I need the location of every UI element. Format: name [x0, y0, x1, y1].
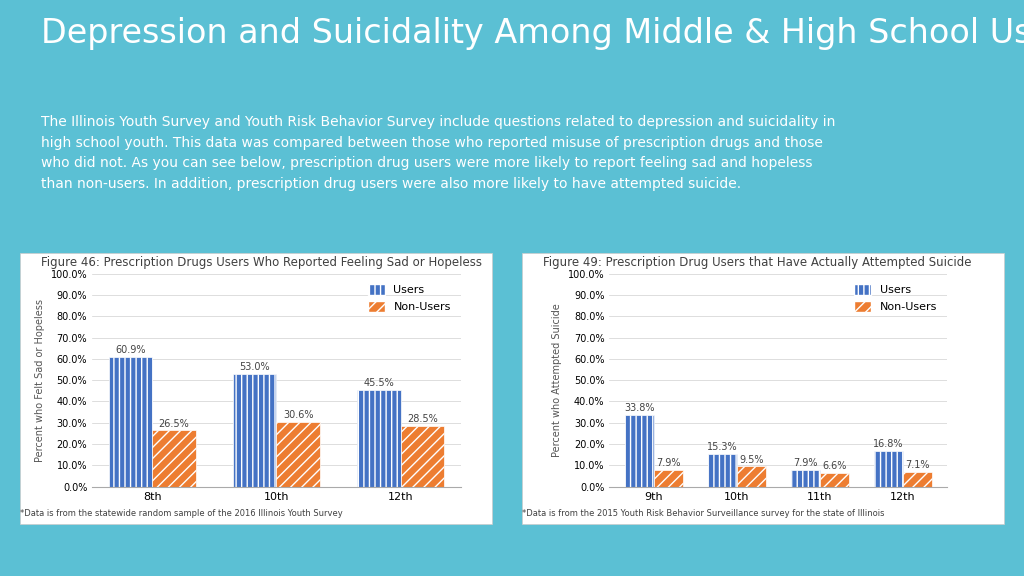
Bar	[400, 426, 444, 487]
Bar	[736, 467, 766, 487]
Bar	[903, 472, 932, 487]
Text: 26.5%: 26.5%	[159, 419, 189, 429]
Legend: Users, Non-Users: Users, Non-Users	[364, 279, 456, 316]
Text: The Illinois Youth Survey and Youth Risk Behavior Survey include questions relat: The Illinois Youth Survey and Youth Risk…	[41, 115, 836, 191]
Text: 6.6%: 6.6%	[822, 461, 847, 471]
Bar	[276, 422, 319, 487]
Text: Figure 49: Prescription Drug Users that Have Actually Attempted Suicide: Figure 49: Prescription Drug Users that …	[543, 256, 971, 270]
Y-axis label: Percent who Attempted Suicide: Percent who Attempted Suicide	[552, 304, 562, 457]
Text: 33.8%: 33.8%	[624, 403, 654, 413]
Bar	[109, 357, 153, 487]
Text: 7.1%: 7.1%	[905, 460, 930, 470]
Text: 45.5%: 45.5%	[364, 378, 394, 388]
Legend: Users, Non-Users: Users, Non-Users	[850, 279, 942, 316]
Text: 7.9%: 7.9%	[656, 458, 681, 468]
Text: 60.9%: 60.9%	[116, 345, 145, 355]
Bar	[791, 470, 820, 487]
Text: 16.8%: 16.8%	[873, 439, 903, 449]
Bar	[820, 473, 849, 487]
Bar	[653, 470, 683, 487]
Bar	[357, 390, 400, 487]
Text: 30.6%: 30.6%	[283, 410, 313, 420]
Text: 53.0%: 53.0%	[240, 362, 270, 372]
Text: *Data is from the 2015 Youth Risk Behavior Surveillance survey for the state of : *Data is from the 2015 Youth Risk Behavi…	[522, 509, 885, 518]
Text: 9.5%: 9.5%	[739, 455, 764, 465]
Bar	[708, 454, 736, 487]
Bar	[233, 374, 276, 487]
Text: *Data is from the statewide random sample of the 2016 Illinois Youth Survey: *Data is from the statewide random sampl…	[20, 509, 343, 518]
Text: 7.9%: 7.9%	[793, 458, 817, 468]
Text: 15.3%: 15.3%	[707, 442, 737, 452]
Y-axis label: Percent who Felt Sad or Hopeless: Percent who Felt Sad or Hopeless	[35, 299, 45, 461]
Bar	[625, 415, 653, 487]
Text: Depression and Suicidality Among Middle & High School Users: Depression and Suicidality Among Middle …	[41, 17, 1024, 50]
Text: Figure 46: Prescription Drugs Users Who Reported Feeling Sad or Hopeless: Figure 46: Prescription Drugs Users Who …	[41, 256, 482, 270]
Bar	[153, 430, 196, 487]
Bar	[873, 451, 903, 487]
Text: 28.5%: 28.5%	[407, 414, 437, 425]
